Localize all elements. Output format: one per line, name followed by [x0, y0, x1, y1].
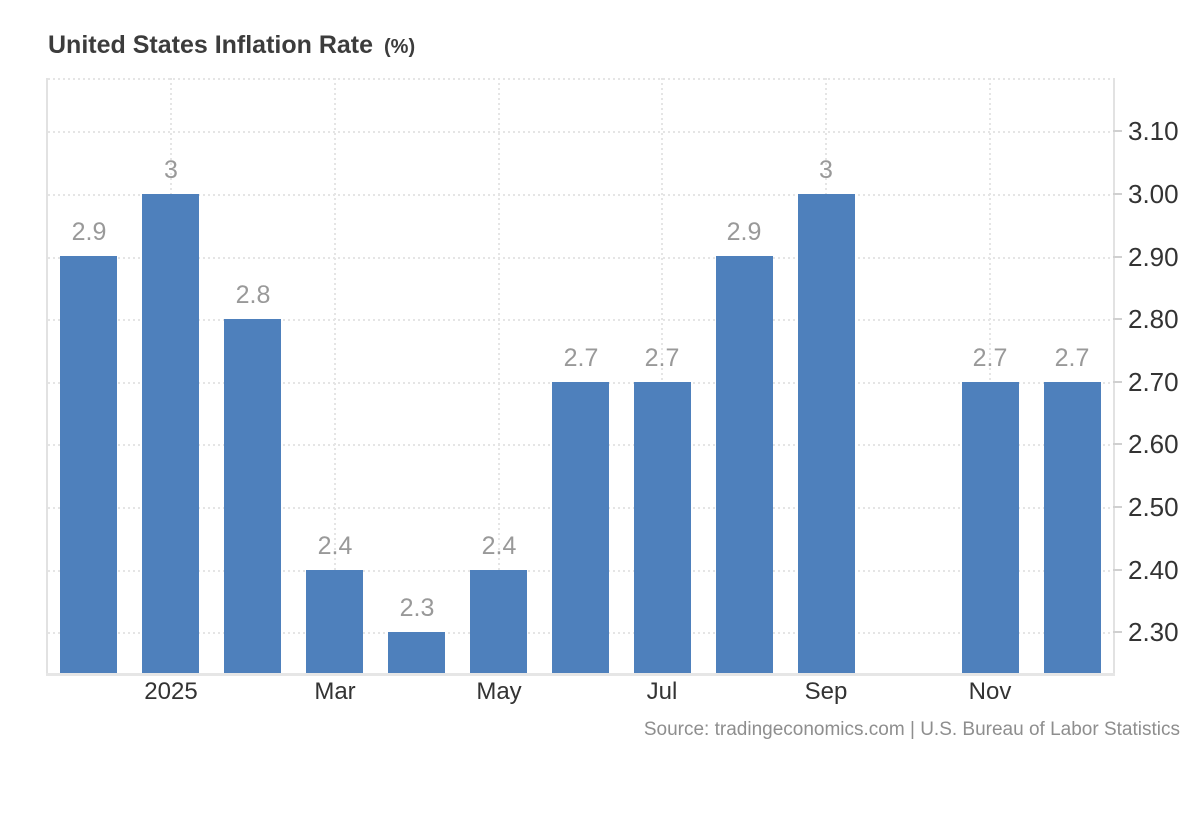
- bar-value-label: 2.7: [644, 344, 680, 372]
- y-axis-tick: [1113, 631, 1122, 633]
- bar[interactable]: [470, 570, 527, 673]
- bar[interactable]: [388, 632, 445, 673]
- plot-area: 2.9 3 2.8 2.4 2.3 2.4 2.7 2.7 2.9 3 2.7 2.7: [46, 78, 1115, 676]
- gridline-vertical: [661, 78, 663, 673]
- x-axis-label: Jul: [646, 678, 678, 705]
- y-axis-tick-label: 2.70: [1128, 367, 1179, 397]
- y-axis-tick-label: 2.90: [1128, 242, 1179, 272]
- x-axis-label: Mar: [314, 678, 356, 705]
- y-axis-tick: [1113, 130, 1122, 132]
- bar-value-label: 2.9: [726, 218, 762, 246]
- y-axis-tick-label: 2.60: [1128, 429, 1179, 459]
- gridline-vertical: [334, 78, 336, 673]
- bar[interactable]: [60, 256, 117, 673]
- bar[interactable]: [552, 382, 609, 673]
- bar-value-label: 2.4: [317, 532, 353, 560]
- bar[interactable]: [224, 319, 281, 673]
- x-axis-baseline: [46, 673, 1115, 676]
- bar[interactable]: [1044, 382, 1101, 673]
- gridline-horizontal: [48, 131, 1113, 133]
- y-axis-tick-label: 3.10: [1128, 116, 1179, 146]
- gridline-horizontal: [48, 78, 1113, 80]
- x-axis: 2025 Mar May Jul Sep Nov: [48, 676, 1113, 712]
- gridline-vertical: [989, 78, 991, 673]
- y-axis-tick: [1113, 506, 1122, 508]
- bar[interactable]: [306, 570, 363, 673]
- gridline-vertical: [498, 78, 500, 673]
- bar-value-label: 2.7: [1054, 344, 1090, 372]
- y-axis-tick-label: 2.50: [1128, 492, 1179, 522]
- bar-value-label: 3: [819, 156, 833, 184]
- bar-value-label: 2.3: [399, 594, 435, 622]
- y-axis-tick: [1113, 318, 1122, 320]
- y-axis-tick-label: 2.80: [1128, 304, 1179, 334]
- x-axis-label: May: [476, 678, 522, 705]
- y-axis-tick: [1113, 381, 1122, 383]
- bar[interactable]: [962, 382, 1019, 673]
- gridline-horizontal: [48, 319, 1113, 321]
- gridline-horizontal: [48, 257, 1113, 259]
- bar[interactable]: [142, 194, 199, 673]
- y-axis-tick-label: 2.30: [1128, 617, 1179, 647]
- chart-title: United States Inflation Rate (%): [48, 31, 415, 60]
- x-axis-label: 2025: [144, 678, 198, 705]
- y-axis-right-line: [1113, 78, 1115, 676]
- bar[interactable]: [634, 382, 691, 673]
- bar-value-label: 2.7: [563, 344, 599, 372]
- chart-title-text: United States Inflation Rate: [48, 31, 374, 59]
- y-axis-tick: [1113, 443, 1122, 445]
- gridline-horizontal: [48, 194, 1113, 196]
- bar[interactable]: [716, 256, 773, 673]
- chart-title-unit: (%): [384, 36, 416, 58]
- bar[interactable]: [798, 194, 855, 673]
- bar-value-label: 2.7: [972, 344, 1008, 372]
- x-axis-label: Nov: [968, 678, 1012, 705]
- bar-value-label: 3: [164, 156, 178, 184]
- y-axis-left-line: [46, 78, 48, 676]
- y-axis-tick-label: 3.00: [1128, 179, 1179, 209]
- bar-value-label: 2.4: [481, 532, 517, 560]
- source-credit: Source: tradingeconomics.com | U.S. Bure…: [643, 719, 1180, 740]
- y-axis: 3.10 3.00 2.90 2.80 2.70 2.60 2.50 2.40 2.30: [1113, 78, 1200, 673]
- y-axis-tick-label: 2.40: [1128, 555, 1179, 585]
- y-axis-tick: [1113, 569, 1122, 571]
- x-axis-label: Sep: [804, 678, 848, 705]
- y-axis-tick: [1113, 193, 1122, 195]
- bar-value-label: 2.9: [71, 218, 107, 246]
- y-axis-tick: [1113, 256, 1122, 258]
- bar-value-label: 2.8: [235, 281, 271, 309]
